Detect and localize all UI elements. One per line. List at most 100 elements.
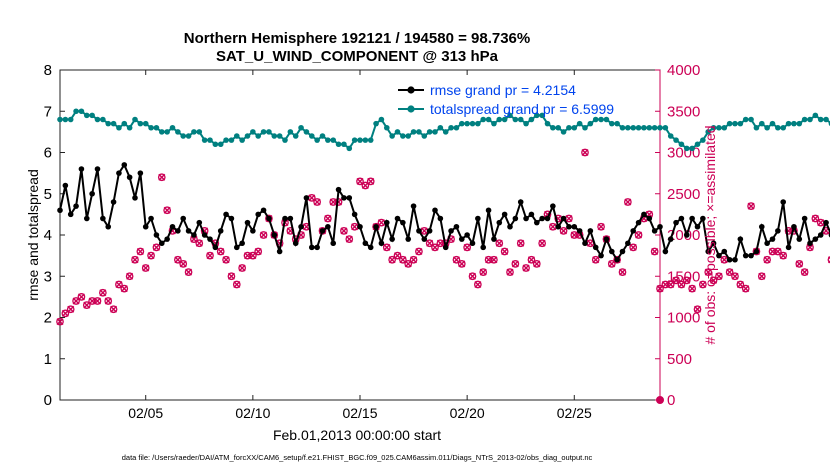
obs-assimilated-point: [163, 206, 171, 214]
obs-possible-point: [693, 305, 702, 314]
totalspread-point: [175, 129, 181, 135]
totalspread-point: [442, 129, 449, 135]
obs-assimilated-stroke: [206, 252, 214, 260]
obs-assimilated-stroke: [94, 297, 101, 305]
totalspread-point: [528, 116, 535, 123]
obs-assimilated-point: [56, 318, 64, 326]
rmse-point: [791, 223, 797, 230]
y-axis-left: 0 1 2 3 4 5 6 7 8: [44, 62, 65, 409]
totalspread-point: [308, 133, 315, 139]
obs-assimilated-stroke: [651, 248, 659, 255]
obs-possible-point: [699, 280, 707, 289]
obs-assimilated-stroke: [345, 235, 353, 243]
obs-possible-point: [147, 251, 155, 260]
totalspread-point: [464, 120, 470, 127]
totalspread-point: [362, 137, 369, 143]
obs-assimilated-point: [431, 243, 439, 251]
rmse-point: [400, 219, 406, 226]
rmse-point: [292, 240, 299, 247]
totalspread-point: [807, 116, 813, 123]
totalspread-point: [539, 112, 545, 119]
rmse-point: [485, 207, 492, 214]
obs-assimilated-stroke: [447, 235, 455, 243]
obs-assimilated-point: [469, 272, 476, 280]
obs-possible-point: [136, 247, 145, 256]
totalspread-point: [817, 116, 824, 123]
obs-possible-point: [827, 256, 830, 264]
totalspread-point: [555, 124, 562, 131]
obs-assimilated-point: [126, 272, 134, 280]
totalspread-point: [100, 116, 106, 123]
obs-assimilated-stroke: [308, 194, 316, 202]
totalspread-point: [764, 124, 770, 131]
totalspread-point: [582, 124, 588, 131]
obs-assimilated-point: [592, 256, 600, 264]
totalspread-point: [501, 116, 508, 123]
rmse-point: [217, 228, 224, 234]
totalspread-point: [683, 145, 690, 152]
obs-possible-point: [61, 309, 70, 318]
rmse-point: [764, 240, 770, 247]
rmse-point: [817, 232, 824, 238]
obs-assimilated-point: [367, 177, 375, 185]
obs-assimilated-point: [452, 256, 460, 264]
obs-assimilated-stroke: [404, 260, 412, 268]
obs-assimilated-point: [88, 297, 96, 305]
totalspread-point: [742, 116, 749, 123]
rmse-point: [383, 219, 390, 226]
totalspread-point: [330, 137, 337, 143]
totalspread-point: [351, 137, 358, 143]
rmse-point: [357, 223, 363, 230]
obs-assimilated-stroke: [581, 149, 589, 156]
rmse-point: [105, 223, 112, 230]
obs-assimilated-point: [77, 293, 85, 301]
rmse-point: [539, 215, 545, 222]
obs-possible-point: [607, 260, 616, 268]
rmse-point: [678, 215, 685, 222]
totalspread-point: [780, 124, 787, 131]
totalspread-point: [544, 120, 551, 127]
obs-possible-point: [774, 247, 782, 256]
totalspread-point: [325, 137, 331, 143]
obs-possible-point: [688, 284, 696, 293]
obs-assimilated-point: [340, 227, 348, 235]
obs-assimilated-stroke: [436, 239, 444, 247]
obs-assimilated-stroke: [136, 248, 144, 255]
obs-possible-point: [656, 284, 664, 293]
obs-possible-point: [425, 239, 434, 248]
obs-assimilated-point: [635, 231, 643, 239]
totalspread-point: [533, 112, 540, 119]
obs-possible-point: [452, 255, 461, 264]
rmse-point: [62, 182, 69, 189]
obs-assimilated-stroke: [61, 309, 69, 317]
obs-assimilated-stroke: [426, 239, 434, 247]
totalspread-point: [705, 129, 712, 135]
obs-assimilated-point: [254, 248, 262, 255]
obs-assimilated-stroke: [83, 301, 91, 309]
y-left-tick-label: 1: [44, 351, 52, 368]
rmse-point: [421, 236, 428, 242]
obs-possible-point: [259, 231, 268, 239]
totalspread-point: [217, 141, 224, 148]
totalspread-point: [341, 141, 347, 148]
y-left-tick-label: 2: [44, 310, 52, 327]
y-right-tick-label: 500: [667, 351, 692, 368]
obs-possible-point: [361, 181, 370, 190]
rmse-point: [298, 223, 304, 230]
obs-possible-point: [56, 317, 64, 326]
totalspread-point: [400, 133, 406, 139]
rmse-point: [73, 203, 79, 209]
rmse-point: [689, 215, 695, 222]
rmse-point: [255, 211, 262, 218]
obs-possible-point: [500, 247, 509, 256]
obs-assimilated-point: [560, 227, 568, 235]
obs-possible-point: [731, 272, 739, 281]
obs-possible-point: [206, 251, 214, 260]
rmse-point: [523, 215, 529, 222]
rmse-point: [416, 228, 422, 234]
obs-possible-point: [597, 222, 605, 231]
obs-assimilated-stroke: [142, 264, 150, 272]
x-tick-label: 02/20: [450, 405, 485, 421]
obs-possible-point: [399, 255, 407, 264]
